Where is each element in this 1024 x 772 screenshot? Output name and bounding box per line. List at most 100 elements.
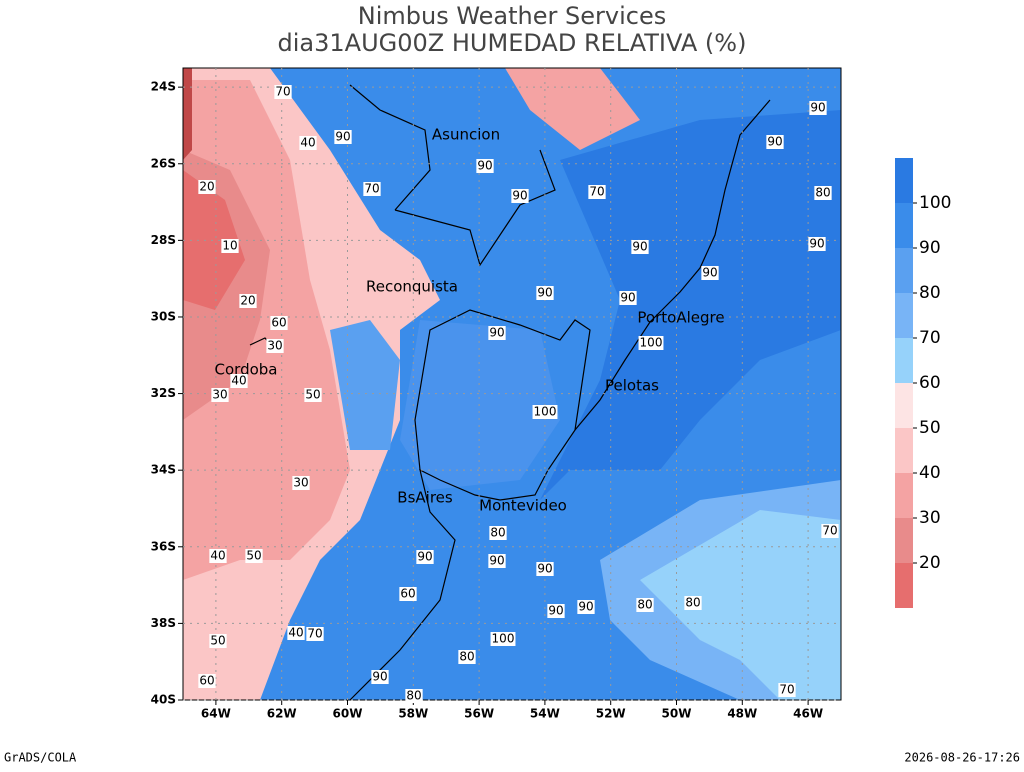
y-tick-label: 34S <box>151 463 176 477</box>
contour-label: 50 <box>304 388 322 402</box>
city-label: Cordoba <box>215 361 278 379</box>
contour-label: 90 <box>371 670 389 684</box>
contour-label: 10 <box>221 239 239 253</box>
contour-label-bg <box>270 316 288 330</box>
contour-label-text: 50 <box>305 388 320 402</box>
contour-label-text: 40 <box>300 136 315 150</box>
y-tick-label: 28S <box>151 233 176 247</box>
contour-label: 90 <box>808 237 826 251</box>
contour-label: 70 <box>588 185 606 199</box>
contour-label: 80 <box>684 596 702 610</box>
field-40-north <box>505 68 640 150</box>
border-paraguay <box>349 84 431 211</box>
contour-label-bg <box>631 240 649 254</box>
contour-label-text: 90 <box>512 189 527 203</box>
contour-label-text: 70 <box>779 683 794 697</box>
contour-label-bg <box>489 526 507 540</box>
contour-label-text: 90 <box>620 291 635 305</box>
contour-label-text: 40 <box>231 374 246 388</box>
contour-label-text: 90 <box>372 670 387 684</box>
contour-label-text: 40 <box>288 626 303 640</box>
y-tick-label: 32S <box>151 386 176 400</box>
colorbar-label: 20 <box>919 553 941 573</box>
contour-label-text: 90 <box>809 237 824 251</box>
contour-label-text: 90 <box>767 135 782 149</box>
contour-label-bg <box>292 476 310 490</box>
contour-label-bg <box>821 524 839 538</box>
contour-label-text: 100 <box>640 336 663 350</box>
colorbar-band <box>895 293 913 338</box>
contour-label-text: 90 <box>537 562 552 576</box>
contour-label-text: 80 <box>406 689 421 703</box>
contour-label: 80 <box>458 650 476 664</box>
contour-label-text: 30 <box>212 388 227 402</box>
contour-label-bg <box>536 286 554 300</box>
contour-label-text: 90 <box>489 554 504 568</box>
contour-label-bg <box>266 339 284 353</box>
contour-label: 50 <box>245 549 263 563</box>
contour-label-text: 20 <box>199 180 214 194</box>
contour-label-text: 90 <box>548 604 563 618</box>
contour-label-bg <box>577 600 595 614</box>
contour-label: 70 <box>821 524 839 538</box>
contour-label-bg <box>547 604 565 618</box>
contour-label: 70 <box>778 683 796 697</box>
contour-label: 20 <box>239 294 257 308</box>
contour-label: 90 <box>511 189 529 203</box>
colorbar-band <box>895 428 913 473</box>
field-uruguay <box>400 320 560 490</box>
contour-label-bg <box>511 189 529 203</box>
contour-label-text: 100 <box>534 405 557 419</box>
y-tick-label: 36S <box>151 539 176 553</box>
colorbar-band <box>895 473 913 518</box>
contour-label: 30 <box>266 339 284 353</box>
contour-label-text: 70 <box>822 524 837 538</box>
contour-label-bg <box>371 670 389 684</box>
contour-label-bg <box>334 130 352 144</box>
x-tick-label: 46W <box>793 707 823 721</box>
contour-label: 90 <box>809 101 827 115</box>
contour-label-bg <box>638 336 664 350</box>
contour-label-text: 70 <box>307 627 322 641</box>
contour-label-text: 90 <box>335 130 350 144</box>
colorbar-band <box>895 158 913 203</box>
contour-label-bg <box>198 674 216 688</box>
x-tick-label: 54W <box>530 707 560 721</box>
field-70 <box>640 510 841 700</box>
colorbar-band <box>895 338 913 383</box>
colorbar-label: 60 <box>919 373 941 393</box>
contour-label: 40 <box>299 136 317 150</box>
contour-label-text: 90 <box>632 240 647 254</box>
x-tick-label: 50W <box>662 707 692 721</box>
contour-label-bg <box>532 405 558 419</box>
contour-label-bg <box>476 159 494 173</box>
contour-label-text: 70 <box>589 185 604 199</box>
contour-label-text: 90 <box>810 101 825 115</box>
contour-label: 90 <box>488 554 506 568</box>
contour-label: 90 <box>619 291 637 305</box>
contour-label-bg <box>221 239 239 253</box>
contour-label: 90 <box>536 286 554 300</box>
contour-label: 90 <box>334 130 352 144</box>
contour-label: 100 <box>532 405 558 419</box>
contour-label-text: 30 <box>267 339 282 353</box>
city-label: Montevideo <box>479 497 567 515</box>
contour-label: 50 <box>209 634 227 648</box>
contour-label-bg <box>701 266 719 280</box>
city-label: Reconquista <box>366 278 458 296</box>
contour-label-bg <box>239 294 257 308</box>
contour-label: 90 <box>547 604 565 618</box>
contour-label: 30 <box>292 476 310 490</box>
contour-label-bg <box>488 554 506 568</box>
contour-label-text: 90 <box>477 159 492 173</box>
contour-label: 60 <box>198 674 216 688</box>
contour-label-bg <box>416 550 434 564</box>
contour-label: 100 <box>638 336 664 350</box>
colorbar-band <box>895 518 913 563</box>
contour-label-bg <box>405 689 423 703</box>
contour-label-text: 10 <box>222 239 237 253</box>
footer-right: 2026-08-26-17:26 <box>904 751 1020 765</box>
contour-label: 40 <box>209 549 227 563</box>
contour-label: 80 <box>405 689 423 703</box>
